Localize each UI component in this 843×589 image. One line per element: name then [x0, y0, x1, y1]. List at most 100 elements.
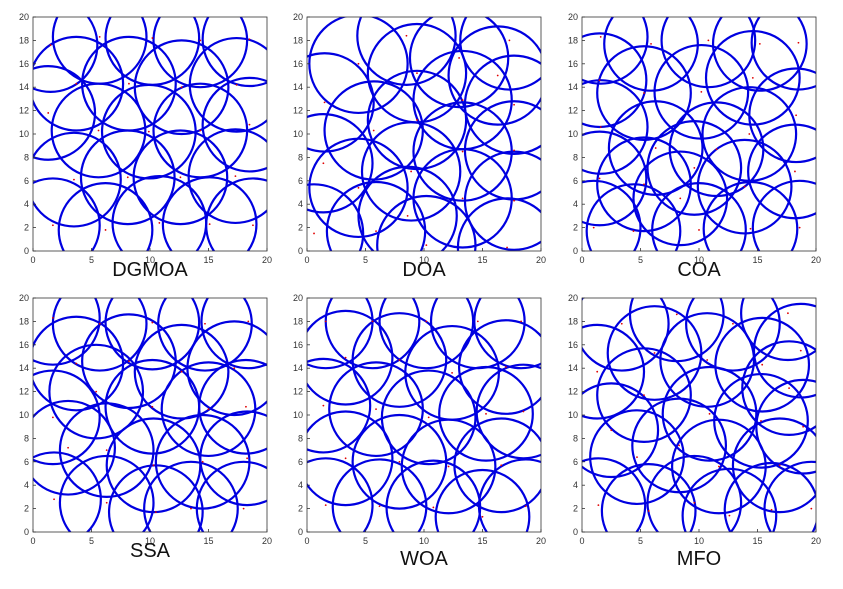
x-tick-label: 20	[262, 255, 272, 265]
x-tick-label: 5	[638, 536, 643, 546]
coverage-circle	[160, 361, 257, 458]
sensor-point	[717, 465, 720, 468]
coverage-circle	[33, 65, 97, 161]
coverage-circle	[307, 183, 365, 251]
y-tick-label: 12	[568, 106, 578, 116]
subplot: 0 5 10 15 20 0 2 4 6 8 10 12 14 16 18 20 DGMOA	[19, 12, 272, 281]
coverage-circle	[307, 457, 374, 532]
coverage-circle	[357, 165, 458, 251]
x-tick-label: 20	[811, 255, 821, 265]
sensor-point	[47, 112, 50, 114]
coverage-circle	[606, 305, 703, 401]
subplot-title: SSA	[130, 540, 171, 562]
x-tick-label: 5	[638, 255, 643, 265]
coverage-circle	[582, 79, 649, 175]
coverage-circle	[632, 150, 729, 247]
subplot-title: COA	[677, 259, 721, 281]
y-tick-label: 8	[298, 433, 303, 443]
y-tick-label: 0	[24, 527, 29, 537]
plot-content	[307, 298, 541, 532]
y-tick-label: 8	[24, 152, 29, 162]
sensor-point	[643, 394, 645, 397]
coverage-circle	[596, 347, 692, 444]
sensor-point	[375, 230, 377, 233]
y-tick-label: 6	[573, 176, 578, 186]
sensor-point	[522, 410, 525, 413]
y-tick-label: 2	[298, 504, 303, 514]
sensor-point	[51, 416, 54, 419]
x-tick-label: 15	[203, 255, 213, 265]
sensor-point	[675, 313, 678, 316]
coverage-circle	[33, 315, 125, 412]
coverage-circle	[133, 323, 230, 420]
sensor-point	[147, 130, 150, 133]
sensor-point	[643, 183, 645, 186]
coverage-circle	[582, 179, 642, 251]
x-tick-label: 20	[811, 536, 821, 546]
sensor-point	[599, 126, 602, 128]
coverage-circle	[33, 369, 101, 466]
y-tick-label: 6	[24, 457, 29, 467]
coverage-circle	[456, 197, 541, 251]
coverage-circle	[50, 82, 147, 179]
x-tick-label: 20	[536, 536, 546, 546]
sensor-point	[461, 99, 464, 101]
sensor-point	[75, 82, 78, 85]
y-tick-label: 16	[568, 340, 578, 350]
y-tick-label: 4	[298, 480, 303, 490]
sensor-point	[461, 197, 464, 200]
y-tick-label: 0	[573, 246, 578, 256]
coverage-circle	[307, 113, 374, 214]
y-tick-label: 14	[568, 82, 578, 92]
sensor-point	[794, 170, 796, 173]
y-tick-label: 2	[298, 223, 303, 233]
x-tick-label: 5	[363, 255, 368, 265]
sensor-point	[98, 322, 101, 325]
y-tick-label: 0	[573, 527, 578, 537]
x-tick-label: 20	[262, 536, 272, 546]
sensor-point	[199, 39, 202, 42]
coverage-circle	[198, 358, 267, 455]
coverage-circle	[132, 129, 229, 226]
sensor-point	[496, 74, 499, 77]
coverage-circle	[351, 312, 448, 408]
coverage-circle	[582, 457, 647, 532]
y-tick-label: 8	[298, 152, 303, 162]
x-tick-label: 15	[477, 536, 487, 546]
x-tick-label: 10	[145, 255, 155, 265]
x-tick-label: 0	[579, 536, 584, 546]
coverage-circle	[582, 17, 649, 85]
y-tick-label: 16	[19, 59, 29, 69]
y-tick-label: 10	[568, 410, 578, 420]
sensor-point	[647, 510, 650, 512]
y-tick-label: 10	[293, 410, 303, 420]
coverage-circle	[308, 137, 409, 239]
plot-content	[33, 17, 267, 251]
sensor-point	[596, 370, 599, 373]
sensor-point	[700, 90, 703, 93]
y-tick-label: 18	[19, 35, 29, 45]
sensor-point	[126, 176, 129, 179]
sensor-point	[247, 320, 250, 323]
sensor-point	[322, 162, 325, 165]
coverage-circle	[582, 130, 648, 227]
y-tick-label: 2	[573, 504, 578, 514]
sensor-point	[760, 419, 762, 422]
coverage-circle	[79, 129, 176, 226]
subplot: 0 5 10 15 20 0 2 4 6 8 10 12 14 16 18 20 MFO	[568, 293, 821, 570]
sensor-point	[398, 460, 401, 463]
sensor-point	[728, 514, 731, 517]
sensor-point	[797, 41, 800, 44]
sensor-point	[451, 371, 453, 374]
coverage-circle	[200, 298, 267, 370]
x-tick-label: 10	[694, 536, 704, 546]
plot-content	[582, 298, 816, 532]
y-tick-label: 0	[298, 246, 303, 256]
sensor-point	[67, 446, 69, 449]
x-tick-label: 15	[477, 255, 487, 265]
sensor-point	[158, 222, 161, 224]
y-tick-label: 2	[24, 504, 29, 514]
sensor-point	[234, 175, 237, 178]
sensor-point	[481, 515, 484, 518]
